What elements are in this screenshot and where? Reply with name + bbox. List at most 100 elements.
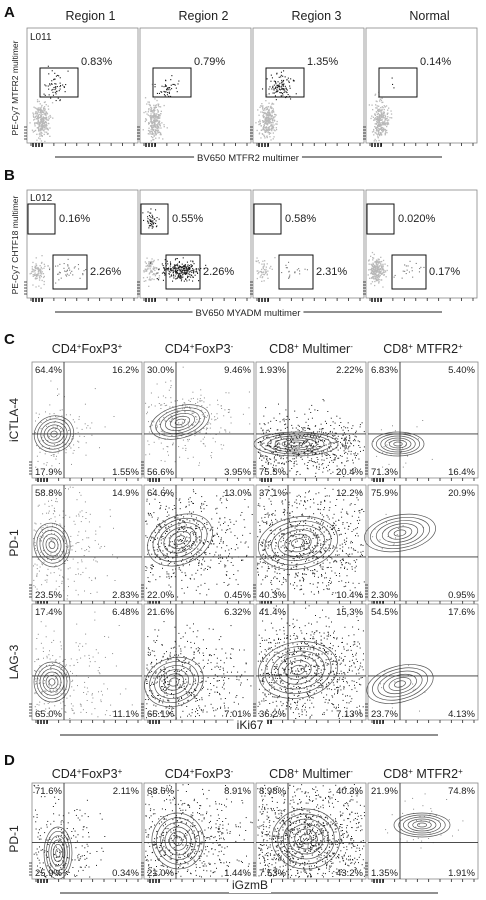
event-dot bbox=[180, 266, 182, 268]
event-dot bbox=[420, 266, 422, 268]
event-dot bbox=[173, 505, 175, 506]
event-dot bbox=[151, 120, 153, 123]
event-dot bbox=[374, 270, 376, 273]
event-dot bbox=[181, 571, 183, 573]
event-dot bbox=[196, 522, 198, 524]
event-dot bbox=[179, 549, 181, 551]
event-dot bbox=[35, 115, 38, 117]
event-dot bbox=[187, 527, 189, 529]
event-dot bbox=[384, 123, 386, 125]
event-dot bbox=[162, 395, 164, 397]
event-dot bbox=[349, 563, 351, 565]
event-dot bbox=[38, 417, 39, 419]
event-dot bbox=[49, 127, 51, 129]
event-dot bbox=[315, 425, 317, 427]
event-dot bbox=[169, 590, 171, 592]
event-dot bbox=[166, 548, 168, 550]
event-dot bbox=[225, 507, 227, 509]
event-dot bbox=[175, 544, 176, 546]
event-dot bbox=[275, 86, 277, 88]
event-dot bbox=[166, 547, 168, 549]
event-dot bbox=[61, 430, 63, 432]
event-dot bbox=[258, 574, 259, 576]
event-dot bbox=[327, 436, 328, 438]
event-dot bbox=[303, 553, 305, 555]
event-dot bbox=[283, 533, 285, 535]
event-dot bbox=[379, 116, 381, 118]
event-dot bbox=[181, 271, 183, 273]
event-dot bbox=[412, 276, 414, 278]
event-dot bbox=[38, 113, 40, 116]
event-dot bbox=[189, 270, 191, 272]
event-dot bbox=[155, 226, 157, 228]
event-dot bbox=[390, 110, 392, 112]
event-dot bbox=[159, 526, 161, 528]
event-dot bbox=[155, 222, 157, 224]
event-dot bbox=[280, 458, 282, 460]
event-dot bbox=[313, 593, 315, 595]
event-dot bbox=[186, 261, 188, 263]
event-dot bbox=[300, 548, 301, 550]
event-dot bbox=[192, 397, 194, 399]
event-dot bbox=[145, 119, 147, 121]
event-dot bbox=[41, 279, 43, 282]
event-dot bbox=[383, 105, 385, 107]
event-dot bbox=[150, 392, 152, 394]
contour-line bbox=[281, 439, 311, 449]
event-dot bbox=[342, 558, 344, 560]
event-dot bbox=[145, 262, 147, 264]
event-dot bbox=[379, 115, 382, 117]
event-dot bbox=[51, 465, 53, 467]
event-dot bbox=[53, 413, 55, 415]
event-dot bbox=[152, 127, 154, 129]
event-dot bbox=[324, 420, 326, 422]
event-dot bbox=[271, 557, 272, 559]
event-dot bbox=[322, 463, 324, 464]
event-dot bbox=[270, 125, 273, 127]
event-dot bbox=[142, 129, 144, 131]
event-dot bbox=[227, 412, 229, 413]
event-dot bbox=[271, 112, 273, 114]
event-dot bbox=[166, 573, 168, 575]
event-dot bbox=[151, 126, 153, 129]
event-dot bbox=[143, 270, 145, 272]
event-dot bbox=[262, 128, 264, 130]
event-dot bbox=[33, 585, 35, 587]
event-dot bbox=[195, 271, 197, 273]
event-dot bbox=[175, 273, 177, 275]
event-dot bbox=[159, 106, 162, 108]
event-dot bbox=[382, 101, 384, 103]
event-dot bbox=[218, 521, 220, 523]
event-dot bbox=[36, 101, 39, 103]
event-dot bbox=[166, 530, 168, 532]
event-dot bbox=[386, 265, 389, 267]
event-dot bbox=[153, 120, 155, 122]
event-dot bbox=[45, 117, 47, 120]
event-dot bbox=[38, 125, 40, 127]
event-dot bbox=[165, 532, 166, 534]
event-dot bbox=[300, 500, 302, 502]
event-dot bbox=[261, 105, 263, 107]
event-dot bbox=[304, 268, 306, 270]
event-dot bbox=[313, 572, 315, 574]
event-dot bbox=[178, 276, 180, 278]
event-dot bbox=[37, 111, 39, 113]
event-dot bbox=[327, 525, 328, 527]
event-dot bbox=[185, 405, 187, 407]
event-dot bbox=[279, 421, 281, 423]
contour-line bbox=[288, 441, 304, 447]
event-dot bbox=[197, 558, 199, 560]
event-dot bbox=[332, 461, 334, 463]
event-dot bbox=[320, 501, 322, 503]
event-dot bbox=[203, 542, 204, 544]
event-dot bbox=[35, 263, 37, 265]
event-dot bbox=[148, 103, 150, 105]
event-dot bbox=[267, 118, 269, 120]
event-dot bbox=[88, 550, 90, 552]
event-dot bbox=[193, 271, 195, 273]
event-dot bbox=[159, 508, 161, 510]
event-dot bbox=[45, 119, 47, 121]
event-dot bbox=[383, 117, 385, 119]
event-dot bbox=[174, 259, 176, 261]
event-dot bbox=[36, 574, 38, 576]
